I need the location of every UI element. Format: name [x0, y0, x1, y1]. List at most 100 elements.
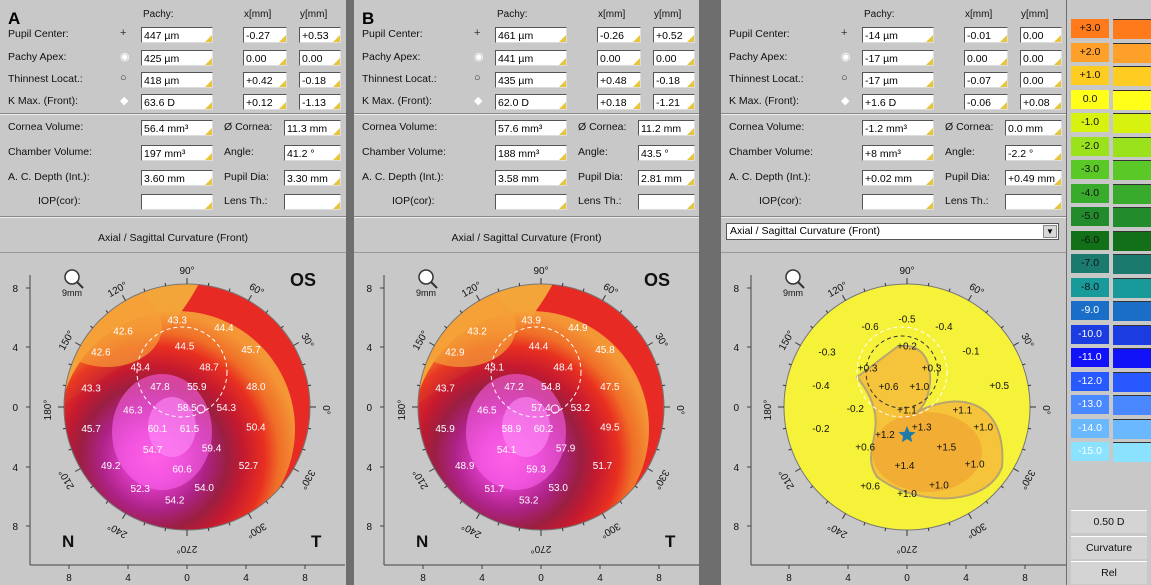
chevron-down-icon[interactable]: ▼ — [1043, 225, 1057, 238]
chamber-volume-field[interactable]: +8 mm³ — [862, 145, 934, 161]
zoom-icon[interactable] — [418, 269, 438, 289]
topography-map: 90° 60° 30° 0° 330° 300° 270° 240° 210° 180° 150° 1… — [733, 266, 1066, 584]
pupil-center-y-field[interactable]: 0.00 — [1020, 27, 1062, 43]
pupil-center-pachy-field[interactable]: -14 µm — [862, 27, 934, 43]
iop-field[interactable] — [141, 194, 213, 210]
thinnest-x-field[interactable]: +0.42 — [243, 72, 287, 88]
map-value: -0.1 — [962, 346, 980, 357]
o-cornea-field[interactable]: 0.0 mm — [1005, 120, 1062, 136]
pupil-center-x-field[interactable]: -0.27 — [243, 27, 287, 43]
kmax-y-field[interactable]: -1.13 — [299, 94, 341, 110]
cornea-volume-field[interactable]: -1.2 mm³ — [862, 120, 934, 136]
thinnest-y-field[interactable]: 0.00 — [1020, 72, 1062, 88]
thinnest-x-field[interactable]: +0.48 — [597, 72, 641, 88]
kmax-x-field[interactable]: +0.12 — [243, 94, 287, 110]
pupil-dia-label: Pupil Dia: — [224, 171, 269, 183]
thinnest-y-field[interactable]: -0.18 — [299, 72, 341, 88]
angle-field[interactable]: 41.2 ° — [284, 145, 341, 161]
thinnest-pachy-field[interactable]: 435 µm — [495, 72, 567, 88]
map-value: +1.5 — [936, 442, 956, 453]
divider — [0, 114, 346, 115]
map-type-dropdown[interactable]: Axial / Sagittal Curvature (Front) ▼ — [726, 223, 1059, 240]
zoom-icon[interactable] — [64, 269, 84, 289]
map-value: +1.2 — [875, 430, 895, 441]
divider — [354, 113, 699, 114]
pupil-center-y-field[interactable]: +0.53 — [299, 27, 341, 43]
pupil-center-x-field[interactable]: -0.26 — [597, 27, 641, 43]
thinnest-label: Thinnest Locat.: — [729, 73, 804, 85]
ac-depth-field[interactable]: 3.58 mm — [495, 170, 567, 186]
o-cornea-label: Ø Cornea: — [578, 121, 627, 133]
angle-field[interactable]: 43.5 ° — [638, 145, 695, 161]
polar-angle-label: 90° — [533, 266, 548, 277]
chamber-volume-field[interactable]: 188 mm³ — [495, 145, 567, 161]
map-value: 42.6 — [91, 348, 111, 359]
pupil-center-y-field[interactable]: +0.52 — [653, 27, 695, 43]
iop-field[interactable] — [862, 194, 934, 210]
pupil-center-pachy-field[interactable]: 447 µm — [141, 27, 213, 43]
map-value: 48.0 — [246, 382, 266, 393]
divider — [721, 113, 1066, 114]
ac-depth-field[interactable]: +0.02 mm — [862, 170, 934, 186]
map-mode-button[interactable]: Curvature — [1071, 536, 1147, 559]
divider — [721, 252, 1066, 253]
iop-field[interactable] — [495, 194, 567, 210]
o-cornea-field[interactable]: 11.3 mm — [284, 120, 341, 136]
pachy-apex-y-field[interactable]: 0.00 — [1020, 50, 1062, 66]
legend-swatch — [1113, 418, 1151, 439]
kmax-pachy-field[interactable]: 63.6 D — [141, 94, 213, 110]
kmax-pachy-field[interactable]: 62.0 D — [495, 94, 567, 110]
kmax-y-field[interactable]: -1.21 — [653, 94, 695, 110]
map-type-selected: Axial / Sagittal Curvature (Front) — [730, 225, 880, 237]
chamber-volume-field[interactable]: 197 mm³ — [141, 145, 213, 161]
thinnest-pachy-field[interactable]: -17 µm — [862, 72, 934, 88]
map-value: 54.7 — [143, 445, 163, 456]
kmax-y-field[interactable]: +0.08 — [1020, 94, 1062, 110]
polar-angle-label: 210° — [411, 468, 431, 491]
map-value: +0.6 — [855, 442, 875, 453]
map-value: 45.7 — [241, 345, 261, 356]
ac-depth-field[interactable]: 3.60 mm — [141, 170, 213, 186]
map-value: 59.3 — [526, 465, 546, 476]
angle-field[interactable]: -2.2 ° — [1005, 145, 1062, 161]
zoom-label: 9mm — [783, 288, 803, 298]
pachy-apex-pachy-field[interactable]: 425 µm — [141, 50, 213, 66]
pupil-center-x-field[interactable]: -0.01 — [964, 27, 1008, 43]
pupil-dia-field[interactable]: 2.81 mm — [638, 170, 695, 186]
map-value: 53.0 — [548, 483, 568, 494]
relative-mode-button[interactable]: Rel — [1071, 561, 1147, 584]
o-cornea-field[interactable]: 11.2 mm — [638, 120, 695, 136]
y-tick-label: 0 — [12, 403, 18, 414]
pupil-center-pachy-field[interactable]: 461 µm — [495, 27, 567, 43]
kmax-x-field[interactable]: -0.06 — [964, 94, 1008, 110]
cornea-volume-field[interactable]: 57.6 mm³ — [495, 120, 567, 136]
pachy-apex-y-field[interactable]: 0.00 — [653, 50, 695, 66]
pachy-apex-x-field[interactable]: 0.00 — [964, 50, 1008, 66]
thinnest-label: Thinnest Locat.: — [362, 73, 437, 85]
kmax-pachy-field[interactable]: +1.6 D — [862, 94, 934, 110]
pachy-apex-icon: ◉ — [841, 51, 851, 63]
pachy-apex-x-field[interactable]: 0.00 — [243, 50, 287, 66]
x-tick-label: 8 — [66, 573, 72, 584]
pachy-apex-pachy-field[interactable]: -17 µm — [862, 50, 934, 66]
legend-step: -6.0 — [1071, 230, 1109, 250]
x-tick-label: 0 — [904, 573, 910, 584]
pachy-apex-x-field[interactable]: 0.00 — [597, 50, 641, 66]
pupil-dia-field[interactable]: 3.30 mm — [284, 170, 341, 186]
lens-th-field[interactable] — [1005, 194, 1062, 210]
zoom-icon[interactable] — [785, 269, 805, 289]
pupil-dia-field[interactable]: +0.49 mm — [1005, 170, 1062, 186]
step-size-label[interactable]: 0.50 D — [1071, 510, 1147, 533]
lens-th-field[interactable] — [284, 194, 341, 210]
thinnest-pachy-field[interactable]: 418 µm — [141, 72, 213, 88]
thinnest-y-field[interactable]: -0.18 — [653, 72, 695, 88]
thinnest-x-field[interactable]: -0.07 — [964, 72, 1008, 88]
pachy-apex-y-field[interactable]: 0.00 — [299, 50, 341, 66]
cornea-volume-field[interactable]: 56.4 mm³ — [141, 120, 213, 136]
kmax-x-field[interactable]: +0.18 — [597, 94, 641, 110]
pupil-center-icon: + — [841, 27, 848, 39]
polar-angle-label: 90° — [899, 266, 914, 277]
pachy-apex-pachy-field[interactable]: 441 µm — [495, 50, 567, 66]
divider — [354, 217, 699, 218]
lens-th-field[interactable] — [638, 194, 695, 210]
